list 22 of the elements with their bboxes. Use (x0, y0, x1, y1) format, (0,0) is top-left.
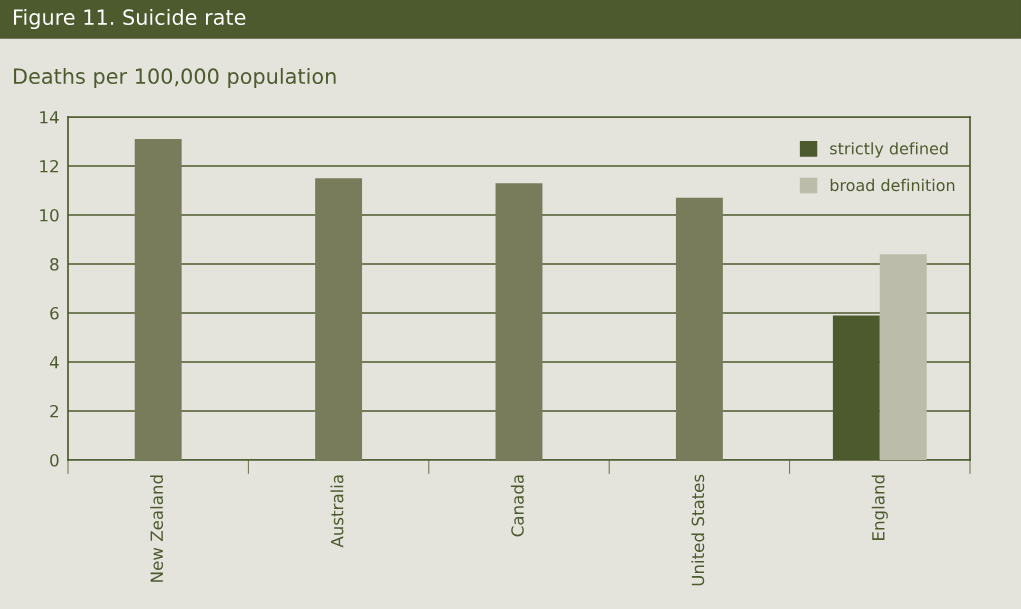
y-tick-label: 2 (50, 404, 58, 418)
y-tick-label: 12 (40, 159, 58, 173)
legend-label: broad definition (830, 178, 955, 192)
y-tick-label: 10 (40, 208, 59, 222)
bar (495, 183, 543, 460)
legend-label: strictly defined (830, 142, 948, 158)
bar (134, 139, 182, 460)
chart-subtitle: Deaths per 100,000 population (14, 67, 336, 89)
x-tick-label: Australia (330, 475, 344, 548)
y-tick-label: 4 (49, 356, 59, 369)
x-tick-label: Canada (510, 475, 524, 537)
bar (879, 254, 927, 460)
y-tick-label: 8 (50, 257, 59, 271)
y-tick-label: 0 (50, 453, 59, 467)
y-tick-label: 6 (50, 306, 59, 320)
y-tick-label: 14 (40, 111, 59, 124)
x-tick-label: New Zealand (150, 475, 164, 582)
x-tick-label: England (871, 475, 888, 540)
bar (675, 197, 723, 460)
bar (315, 178, 363, 460)
x-tick-label: United States (691, 474, 705, 586)
chart-title: Figure 11. Suicide rate (14, 8, 246, 30)
